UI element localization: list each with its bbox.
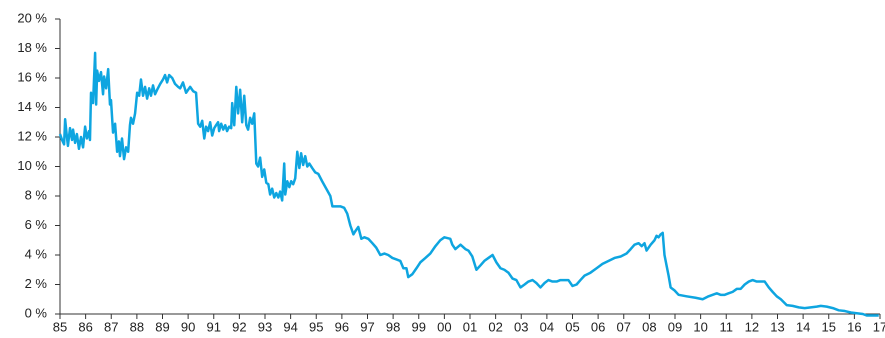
x-tick-label: 94	[283, 319, 297, 334]
y-tick-label: 8 %	[25, 187, 48, 202]
x-tick-label: 07	[617, 319, 631, 334]
x-tick-label: 92	[232, 319, 246, 334]
y-tick-label: 18 %	[17, 40, 47, 55]
x-tick-label: 85	[53, 319, 67, 334]
x-tick-label: 02	[488, 319, 502, 334]
y-tick-label: 12 %	[17, 128, 47, 143]
x-tick-label: 14	[796, 319, 810, 334]
x-tick-label: 12	[745, 319, 759, 334]
x-tick-label: 88	[130, 319, 144, 334]
line-series	[58, 51, 879, 317]
x-tick-label: 11	[720, 319, 734, 334]
y-tick-label: 20 %	[17, 10, 47, 25]
x-tick-label: 97	[360, 319, 374, 334]
x-tick-label: 91	[207, 319, 221, 334]
x-tick-label: 93	[258, 319, 272, 334]
x-tick-label: 03	[514, 319, 528, 334]
y-tick-label: 10 %	[17, 158, 47, 173]
y-tick-label: 6 %	[25, 217, 48, 232]
y-tick-label: 4 %	[25, 246, 48, 261]
x-tick-label: 16	[847, 319, 861, 334]
x-tick-label: 87	[104, 319, 118, 334]
y-tick-label: 2 %	[25, 276, 48, 291]
x-tick-label: 99	[412, 319, 426, 334]
x-tick-label: 86	[78, 319, 92, 334]
x-tick-label: 15	[822, 319, 836, 334]
x-tick-label: 89	[155, 319, 169, 334]
x-tick-label: 04	[540, 319, 554, 334]
x-tick-label: 01	[463, 319, 477, 334]
y-tick-label: 0 %	[25, 305, 48, 320]
x-tick-label: 05	[565, 319, 579, 334]
x-tick-label: 08	[642, 319, 656, 334]
x-tick-label: 95	[309, 319, 323, 334]
x-tick-label: 06	[591, 319, 605, 334]
x-tick-label: 10	[693, 319, 707, 334]
x-tick-label: 13	[770, 319, 784, 334]
y-tick-label: 14 %	[17, 99, 47, 114]
x-tick-label: 98	[386, 319, 400, 334]
x-tick-label: 00	[437, 319, 451, 334]
y-tick-label: 16 %	[17, 69, 47, 84]
x-tick-label: 09	[668, 319, 682, 334]
x-tick-label: 96	[335, 319, 349, 334]
x-tick-label: 90	[181, 319, 195, 334]
x-tick-label: 17	[873, 319, 885, 334]
